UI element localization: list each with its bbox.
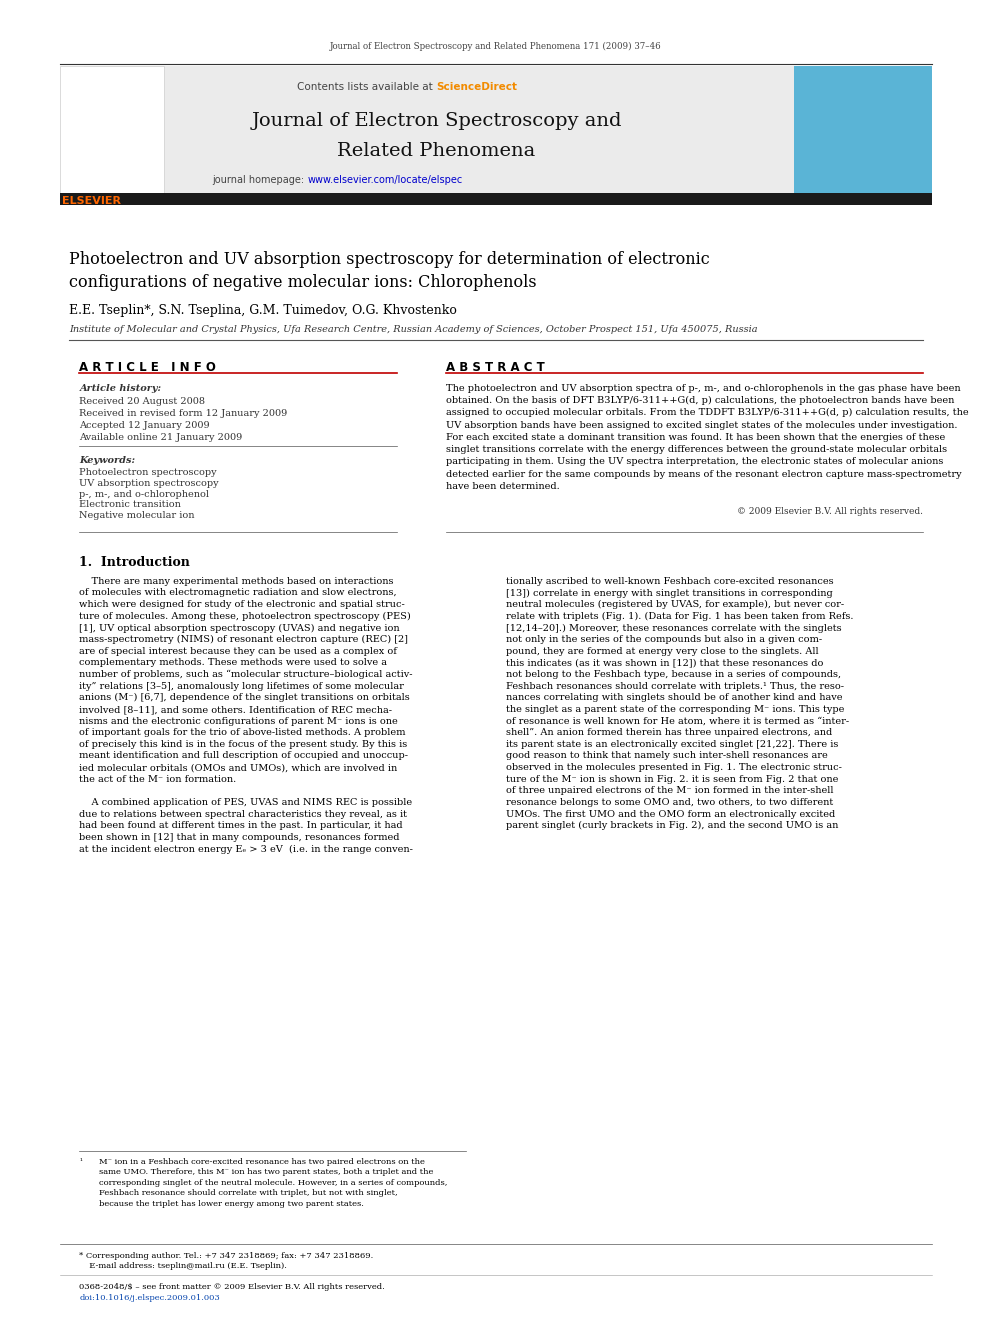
Text: have been determined.: have been determined. bbox=[446, 482, 560, 491]
Text: [13]) correlate in energy with singlet transitions in corresponding: [13]) correlate in energy with singlet t… bbox=[506, 589, 832, 598]
Text: tionally ascribed to well-known Feshbach core-excited resonances: tionally ascribed to well-known Feshbach… bbox=[506, 577, 833, 586]
Text: meant identification and full description of occupied and unoccup-: meant identification and full descriptio… bbox=[79, 751, 409, 761]
Text: of important goals for the trio of above-listed methods. A problem: of important goals for the trio of above… bbox=[79, 728, 406, 737]
Text: Institute of Molecular and Crystal Physics, Ufa Research Centre, Russian Academy: Institute of Molecular and Crystal Physi… bbox=[69, 325, 758, 335]
Text: the act of the M⁻ ion formation.: the act of the M⁻ ion formation. bbox=[79, 775, 237, 783]
Text: at the incident electron energy Eₑ > 3 eV  (i.e. in the range conven-: at the incident electron energy Eₑ > 3 e… bbox=[79, 844, 414, 853]
Text: M⁻ ion in a Feshbach core-excited resonance has two paired electrons on the: M⁻ ion in a Feshbach core-excited resona… bbox=[99, 1158, 426, 1166]
Text: Available online 21 January 2009: Available online 21 January 2009 bbox=[79, 433, 243, 442]
Text: doi:10.1016/j.elspec.2009.01.003: doi:10.1016/j.elspec.2009.01.003 bbox=[79, 1294, 220, 1302]
Text: pound, they are formed at energy very close to the singlets. All: pound, they are formed at energy very cl… bbox=[506, 647, 818, 656]
Text: ¹: ¹ bbox=[79, 1158, 82, 1166]
Text: Journal of Electron Spectroscopy and: Journal of Electron Spectroscopy and bbox=[251, 112, 622, 131]
Text: Accepted 12 January 2009: Accepted 12 January 2009 bbox=[79, 421, 210, 430]
Text: 1.  Introduction: 1. Introduction bbox=[79, 556, 190, 569]
Text: ied molecular orbitals (OMOs and UMOs), which are involved in: ied molecular orbitals (OMOs and UMOs), … bbox=[79, 763, 398, 773]
Text: the singlet as a parent state of the corresponding M⁻ ions. This type: the singlet as a parent state of the cor… bbox=[506, 705, 844, 714]
Text: are of special interest because they can be used as a complex of: are of special interest because they can… bbox=[79, 647, 397, 656]
Text: UV absorption bands have been assigned to excited singlet states of the molecule: UV absorption bands have been assigned t… bbox=[446, 421, 958, 430]
Text: good reason to think that namely such inter-shell resonances are: good reason to think that namely such in… bbox=[506, 751, 827, 761]
Text: because the triplet has lower energy among two parent states.: because the triplet has lower energy amo… bbox=[99, 1200, 364, 1208]
Text: 0368-2048/$ – see front matter © 2009 Elsevier B.V. All rights reserved.: 0368-2048/$ – see front matter © 2009 El… bbox=[79, 1283, 385, 1291]
Text: had been found at different times in the past. In particular, it had: had been found at different times in the… bbox=[79, 822, 403, 831]
Text: ScienceDirect: ScienceDirect bbox=[436, 82, 518, 93]
Bar bbox=[794, 66, 932, 196]
Text: journal homepage:: journal homepage: bbox=[212, 175, 308, 185]
Text: ture of molecules. Among these, photoelectron spectroscopy (PES): ture of molecules. Among these, photoele… bbox=[79, 611, 411, 620]
Text: ture of the M⁻ ion is shown in Fig. 2. it is seen from Fig. 2 that one: ture of the M⁻ ion is shown in Fig. 2. i… bbox=[506, 775, 838, 783]
Text: Feshbach resonance should correlate with triplet, but not with singlet,: Feshbach resonance should correlate with… bbox=[99, 1189, 398, 1197]
Text: number of problems, such as “molecular structure–biological activ-: number of problems, such as “molecular s… bbox=[79, 669, 413, 679]
Bar bbox=[84, 66, 794, 196]
Text: complementary methods. These methods were used to solve a: complementary methods. These methods wer… bbox=[79, 659, 387, 667]
Text: Photoelectron spectroscopy: Photoelectron spectroscopy bbox=[79, 468, 217, 478]
Text: A R T I C L E   I N F O: A R T I C L E I N F O bbox=[79, 361, 216, 374]
Text: of precisely this kind is in the focus of the present study. By this is: of precisely this kind is in the focus o… bbox=[79, 740, 408, 749]
Text: Journal of Electron Spectroscopy and Related Phenomena 171 (2009) 37–46: Journal of Electron Spectroscopy and Rel… bbox=[330, 42, 662, 52]
Text: E-mail address: tseplin@mail.ru (E.E. Tseplin).: E-mail address: tseplin@mail.ru (E.E. Ts… bbox=[84, 1262, 288, 1270]
Text: configurations of negative molecular ions: Chlorophenols: configurations of negative molecular ion… bbox=[69, 274, 537, 291]
Text: Received 20 August 2008: Received 20 August 2008 bbox=[79, 397, 205, 406]
Text: [12,14–20].) Moreover, these resonances correlate with the singlets: [12,14–20].) Moreover, these resonances … bbox=[506, 623, 841, 632]
Text: detected earlier for the same compounds by means of the resonant electron captur: detected earlier for the same compounds … bbox=[446, 470, 962, 479]
Text: * Corresponding author. Tel.: +7 347 2318869; fax: +7 347 2318869.: * Corresponding author. Tel.: +7 347 231… bbox=[79, 1252, 374, 1259]
Bar bbox=[60, 193, 932, 205]
Text: of molecules with electromagnetic radiation and slow electrons,: of molecules with electromagnetic radiat… bbox=[79, 589, 397, 598]
Text: nances correlating with singlets should be of another kind and have: nances correlating with singlets should … bbox=[506, 693, 842, 703]
Text: Electronic transition: Electronic transition bbox=[79, 500, 182, 509]
Text: shell”. An anion formed therein has three unpaired electrons, and: shell”. An anion formed therein has thre… bbox=[506, 728, 832, 737]
Text: singlet transitions correlate with the energy differences between the ground-sta: singlet transitions correlate with the e… bbox=[446, 445, 947, 454]
Text: [1], UV optical absorption spectroscopy (UVAS) and negative ion: [1], UV optical absorption spectroscopy … bbox=[79, 623, 400, 632]
Text: E.E. Tseplin*, S.N. Tseplina, G.M. Tuimedov, O.G. Khvostenko: E.E. Tseplin*, S.N. Tseplina, G.M. Tuime… bbox=[69, 304, 457, 318]
Text: not only in the series of the compounds but also in a given com-: not only in the series of the compounds … bbox=[506, 635, 822, 644]
Text: assigned to occupied molecular orbitals. From the TDDFT B3LYP/6-311++G(d, p) cal: assigned to occupied molecular orbitals.… bbox=[446, 409, 969, 417]
Text: Feshbach resonances should correlate with triplets.¹ Thus, the reso-: Feshbach resonances should correlate wit… bbox=[506, 681, 844, 691]
Text: this indicates (as it was shown in [12]) that these resonances do: this indicates (as it was shown in [12])… bbox=[506, 659, 823, 667]
Text: p-, m-, and o-chlorophenol: p-, m-, and o-chlorophenol bbox=[79, 490, 209, 499]
Text: of three unpaired electrons of the M⁻ ion formed in the inter-shell: of three unpaired electrons of the M⁻ io… bbox=[506, 786, 833, 795]
Text: Negative molecular ion: Negative molecular ion bbox=[79, 511, 194, 520]
Text: There are many experimental methods based on interactions: There are many experimental methods base… bbox=[79, 577, 394, 586]
Text: © 2009 Elsevier B.V. All rights reserved.: © 2009 Elsevier B.V. All rights reserved… bbox=[736, 507, 923, 516]
Text: For each excited state a dominant transition was found. It has been shown that t: For each excited state a dominant transi… bbox=[446, 433, 945, 442]
Text: its parent state is an electronically excited singlet [21,22]. There is: its parent state is an electronically ex… bbox=[506, 740, 838, 749]
Text: nisms and the electronic configurations of parent M⁻ ions is one: nisms and the electronic configurations … bbox=[79, 717, 398, 725]
Text: been shown in [12] that in many compounds, resonances formed: been shown in [12] that in many compound… bbox=[79, 833, 400, 841]
Text: ity” relations [3–5], anomalously long lifetimes of some molecular: ity” relations [3–5], anomalously long l… bbox=[79, 681, 404, 691]
Text: which were designed for study of the electronic and spatial struc-: which were designed for study of the ele… bbox=[79, 601, 405, 609]
Text: Article history:: Article history: bbox=[79, 384, 162, 393]
Text: www.elsevier.com/locate/elspec: www.elsevier.com/locate/elspec bbox=[308, 175, 463, 185]
Text: The photoelectron and UV absorption spectra of p-, m-, and o-chlorophenols in th: The photoelectron and UV absorption spec… bbox=[446, 384, 961, 393]
Text: A combined application of PES, UVAS and NIMS REC is possible: A combined application of PES, UVAS and … bbox=[79, 798, 413, 807]
Text: not belong to the Feshbach type, because in a series of compounds,: not belong to the Feshbach type, because… bbox=[506, 669, 841, 679]
Text: anions (M⁻) [6,7], dependence of the singlet transitions on orbitals: anions (M⁻) [6,7], dependence of the sin… bbox=[79, 693, 410, 703]
Text: UV absorption spectroscopy: UV absorption spectroscopy bbox=[79, 479, 219, 488]
Text: Photoelectron and UV absorption spectroscopy for determination of electronic: Photoelectron and UV absorption spectros… bbox=[69, 251, 710, 269]
Text: due to relations between spectral characteristics they reveal, as it: due to relations between spectral charac… bbox=[79, 810, 408, 819]
Text: Received in revised form 12 January 2009: Received in revised form 12 January 2009 bbox=[79, 409, 288, 418]
Text: mass-spectrometry (NIMS) of resonant electron capture (REC) [2]: mass-spectrometry (NIMS) of resonant ele… bbox=[79, 635, 409, 644]
Text: UMOs. The first UMO and the OMO form an electronically excited: UMOs. The first UMO and the OMO form an … bbox=[506, 810, 835, 819]
Text: ELSEVIER: ELSEVIER bbox=[62, 196, 121, 206]
Text: relate with triplets (Fig. 1). (Data for Fig. 1 has been taken from Refs.: relate with triplets (Fig. 1). (Data for… bbox=[506, 611, 853, 620]
Text: involved [8–11], and some others. Identification of REC mecha-: involved [8–11], and some others. Identi… bbox=[79, 705, 393, 714]
Text: Keywords:: Keywords: bbox=[79, 456, 136, 466]
Text: neutral molecules (registered by UVAS, for example), but never cor-: neutral molecules (registered by UVAS, f… bbox=[506, 601, 844, 609]
Text: resonance belongs to some OMO and, two others, to two different: resonance belongs to some OMO and, two o… bbox=[506, 798, 833, 807]
Text: same UMO. Therefore, this M⁻ ion has two parent states, both a triplet and the: same UMO. Therefore, this M⁻ ion has two… bbox=[99, 1168, 434, 1176]
Text: participating in them. Using the UV spectra interpretation, the electronic state: participating in them. Using the UV spec… bbox=[446, 458, 943, 467]
Bar bbox=[60, 66, 164, 196]
Text: obtained. On the basis of DFT B3LYP/6-311++G(d, p) calculations, the photoelectr: obtained. On the basis of DFT B3LYP/6-31… bbox=[446, 396, 954, 405]
Text: Contents lists available at: Contents lists available at bbox=[298, 82, 436, 93]
Text: corresponding singlet of the neutral molecule. However, in a series of compounds: corresponding singlet of the neutral mol… bbox=[99, 1179, 447, 1187]
Text: observed in the molecules presented in Fig. 1. The electronic struc-: observed in the molecules presented in F… bbox=[506, 763, 842, 773]
Text: Related Phenomena: Related Phenomena bbox=[337, 142, 536, 160]
Text: A B S T R A C T: A B S T R A C T bbox=[446, 361, 546, 374]
Text: of resonance is well known for He atom, where it is termed as “inter-: of resonance is well known for He atom, … bbox=[506, 717, 849, 725]
Text: parent singlet (curly brackets in Fig. 2), and the second UMO is an: parent singlet (curly brackets in Fig. 2… bbox=[506, 822, 838, 831]
